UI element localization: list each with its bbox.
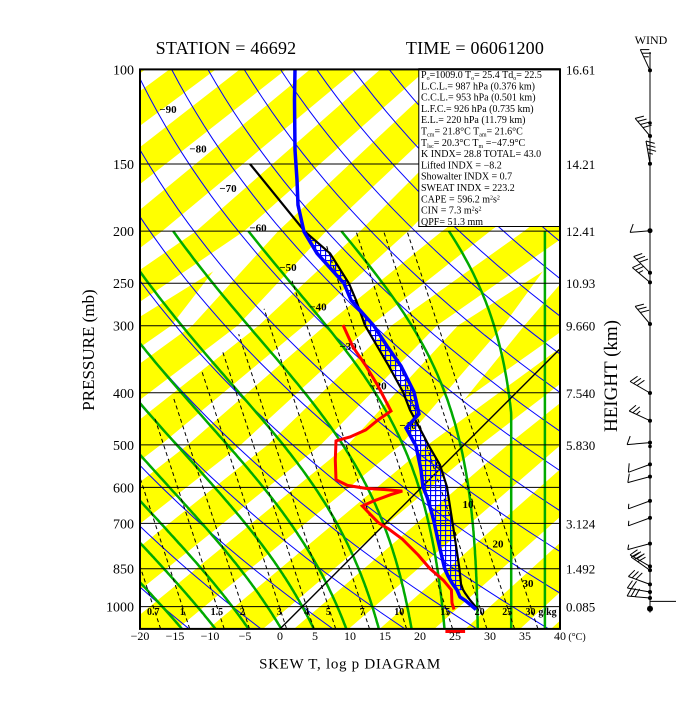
svg-text:Showalter INDX = 0.7: Showalter INDX = 0.7 — [421, 172, 512, 183]
svg-text:K INDX= 28.8 TOTAL= 43.0: K INDX= 28.8 TOTAL= 43.0 — [421, 149, 541, 160]
svg-text:SKEW T, log p DIAGRAM: SKEW T, log p DIAGRAM — [259, 657, 441, 673]
svg-text:0.7: 0.7 — [147, 607, 160, 618]
svg-text:STATION = 46692: STATION = 46692 — [156, 38, 297, 58]
svg-text:(°C): (°C) — [568, 632, 585, 643]
svg-text:30: 30 — [484, 629, 496, 643]
svg-text:SWEAT INDX = 223.2: SWEAT INDX = 223.2 — [421, 183, 515, 194]
svg-text:20: 20 — [493, 539, 505, 551]
svg-text:12.41: 12.41 — [566, 224, 595, 239]
svg-text:TIME = 06061200: TIME = 06061200 — [406, 38, 544, 58]
svg-text:20: 20 — [414, 629, 426, 643]
svg-text:850: 850 — [113, 563, 134, 578]
svg-text:1000: 1000 — [106, 601, 134, 616]
svg-text:9.660: 9.660 — [566, 319, 595, 334]
svg-text:3: 3 — [277, 607, 282, 618]
svg-text:Tcm= 21.8°C Tam= 21.6°C: Tcm= 21.8°C Tam= 21.6°C — [421, 127, 523, 139]
svg-text:35: 35 — [519, 629, 531, 643]
svg-text:0: 0 — [277, 629, 283, 643]
svg-text:Lifted INDX = −8.2: Lifted INDX = −8.2 — [421, 160, 502, 171]
svg-text:30: 30 — [523, 578, 535, 590]
svg-text:g/kg: g/kg — [538, 607, 556, 618]
svg-text:15: 15 — [379, 629, 391, 643]
svg-text:7.540: 7.540 — [566, 386, 595, 401]
svg-text:40: 40 — [554, 629, 566, 643]
svg-text:−50: −50 — [279, 262, 297, 274]
svg-text:−20: −20 — [131, 629, 150, 643]
svg-text:L.F.C.= 926 hPa (0.735 km): L.F.C.= 926 hPa (0.735 km) — [421, 104, 534, 115]
svg-text:15: 15 — [440, 607, 450, 618]
svg-text:−10: −10 — [201, 629, 220, 643]
svg-text:−5: −5 — [239, 629, 252, 643]
svg-text:3.124: 3.124 — [566, 516, 596, 531]
svg-text:0.085: 0.085 — [566, 600, 595, 615]
svg-text:4: 4 — [304, 607, 309, 618]
svg-text:L.C.L.= 987 hPa (0.376 km): L.C.L.= 987 hPa (0.376 km) — [421, 81, 535, 92]
svg-text:−70: −70 — [219, 183, 237, 195]
svg-text:5.830: 5.830 — [566, 438, 595, 453]
svg-text:1: 1 — [180, 607, 185, 618]
svg-text:QPF= 51.3 mm: QPF= 51.3 mm — [421, 217, 483, 228]
svg-text:10: 10 — [463, 499, 475, 511]
svg-text:Tlsc= 20.3°C Tm =−47.9°C: Tlsc= 20.3°C Tm =−47.9°C — [421, 138, 525, 150]
svg-text:7: 7 — [360, 607, 365, 618]
svg-text:−90: −90 — [159, 104, 177, 116]
svg-text:30: 30 — [526, 607, 536, 618]
svg-text:WIND: WIND — [635, 33, 668, 47]
svg-text:700: 700 — [113, 517, 134, 532]
svg-text:Po=1009.0 To= 25.4 Tdo= 22.5: Po=1009.0 To= 25.4 Tdo= 22.5 — [421, 70, 542, 82]
svg-text:150: 150 — [113, 158, 134, 173]
svg-text:25: 25 — [502, 607, 512, 618]
svg-text:100: 100 — [113, 63, 134, 78]
svg-text:−40: −40 — [309, 302, 327, 314]
svg-text:400: 400 — [113, 387, 134, 402]
svg-text:−15: −15 — [166, 629, 185, 643]
svg-text:−80: −80 — [189, 144, 207, 156]
svg-text:2: 2 — [240, 607, 245, 618]
svg-text:1.492: 1.492 — [566, 562, 595, 577]
svg-text:25: 25 — [449, 629, 461, 643]
svg-text:500: 500 — [113, 439, 134, 454]
svg-text:250: 250 — [113, 277, 134, 292]
svg-text:600: 600 — [113, 481, 134, 496]
svg-text:300: 300 — [113, 320, 134, 335]
svg-text:CAPE = 596.2 m2s2: CAPE = 596.2 m2s2 — [421, 194, 500, 205]
svg-text:−60: −60 — [249, 223, 267, 235]
svg-text:HEIGHT (km): HEIGHT (km) — [601, 320, 622, 432]
svg-text:1.5: 1.5 — [211, 607, 224, 618]
svg-text:PRESSURE (mb): PRESSURE (mb) — [79, 289, 98, 410]
svg-text:5: 5 — [326, 607, 331, 618]
svg-text:C.C.L.= 953 hPa (0.501 km): C.C.L.= 953 hPa (0.501 km) — [421, 93, 536, 104]
svg-text:E.L.= 220 hPa (11.79 km): E.L.= 220 hPa (11.79 km) — [421, 115, 525, 126]
svg-text:16.61: 16.61 — [566, 62, 595, 77]
svg-text:10: 10 — [344, 629, 356, 643]
svg-text:200: 200 — [113, 225, 134, 240]
svg-text:10.93: 10.93 — [566, 276, 595, 291]
svg-text:14.21: 14.21 — [566, 157, 595, 172]
svg-text:5: 5 — [312, 629, 318, 643]
svg-text:10: 10 — [394, 607, 404, 618]
